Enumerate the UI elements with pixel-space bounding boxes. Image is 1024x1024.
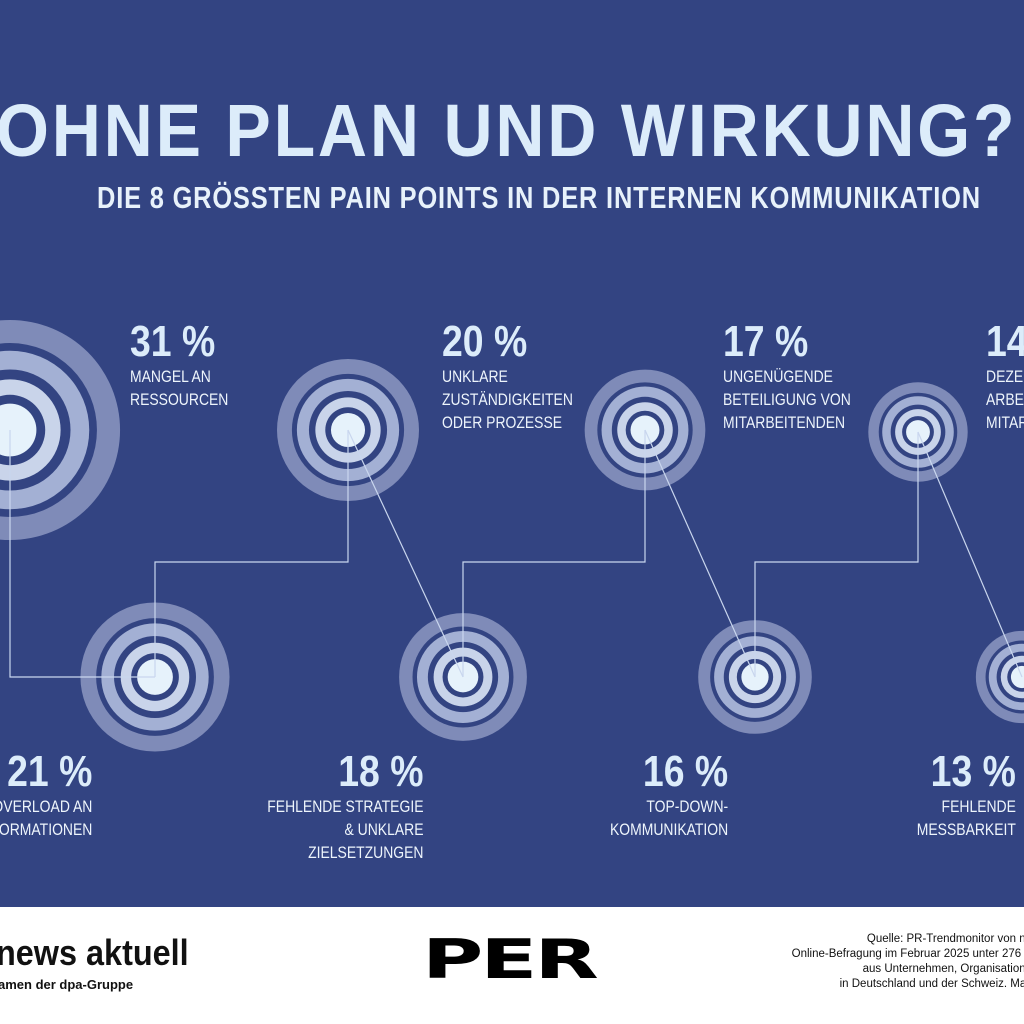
- pain-point-description: & UNKLARE: [343, 820, 423, 839]
- source-line: Online-Befragung im Februar 2025 unter 2…: [791, 948, 1024, 960]
- percentage-value: 16 %: [642, 747, 728, 796]
- source-line: aus Unternehmen, Organisatione: [862, 963, 1024, 975]
- pain-point-label: 13 % FEHLENDE MESSBARKEIT: [895, 750, 1016, 840]
- pain-point-description: INFORMATIONEN: [0, 820, 92, 839]
- connector-line: [9, 430, 155, 678]
- pain-point-label: 18 % FEHLENDE STRATEGIE & UNKLARE ZIELSETZU…: [233, 747, 423, 863]
- per-logo: PER: [422, 928, 599, 991]
- pain-point-description: UNKLARE: [442, 367, 508, 386]
- pain-point-label: 31 % MANGEL AN RESSOURCEN: [130, 320, 250, 410]
- pain-point-description: UNGENÜGENDE: [723, 367, 833, 386]
- pain-point-description: TOP-DOWN-: [646, 797, 728, 816]
- footer: [0, 907, 1024, 1024]
- connector-line: [644, 429, 756, 678]
- news-aktuell-logo: news aktuell: [0, 932, 189, 973]
- bubble-core: [1010, 665, 1024, 689]
- connector-line: [917, 431, 1023, 678]
- pain-point-description: FEHLENDE STRATEGIE: [266, 797, 423, 816]
- pain-point-description: MANGEL AN: [130, 367, 211, 386]
- pain-point-description: ZIELSETZUNGEN: [307, 843, 423, 862]
- pain-point-description: ODER PROZESSE: [442, 413, 563, 432]
- news-aktuell-tagline: amen der dpa-Gruppe: [0, 977, 134, 992]
- pain-point-description: FEHLENDE: [941, 797, 1016, 816]
- pain-point-description: MESSBARKEIT: [916, 820, 1016, 839]
- pain-point-label: 14DEZEN ARBEI MITAR: [986, 320, 1024, 433]
- pain-point-label: 16 % TOP-DOWN- KOMMUNIKATION: [584, 750, 728, 840]
- connector-line: [154, 430, 349, 677]
- page-title: OHNE PLAN UND WIRKUNG?: [0, 89, 1018, 172]
- pain-point-description: RESSOURCEN: [130, 390, 229, 409]
- percentage-value: 14: [986, 317, 1024, 366]
- pain-point-label: 20 % UNKLARE ZUSTÄNDIGKEITEN ODER PROZESSE: [442, 320, 602, 433]
- connector-line: [347, 429, 464, 678]
- source-note: Quelle: PR-Trendmonitor von ne Online-Be…: [792, 932, 1024, 992]
- percentage-value: 21 %: [6, 747, 93, 796]
- percentage-value: 13 %: [930, 747, 1016, 796]
- pain-point-description: MITAR: [986, 413, 1024, 432]
- bubble-chart: [0, 319, 1024, 752]
- connector-line: [462, 430, 646, 677]
- percentage-value: 17 %: [723, 317, 809, 366]
- source-line: in Deutschland und der Schweiz. Max: [839, 978, 1024, 990]
- pain-point-label: 17 % UNGENÜGENDE BETEILIGUNG VON MITARBEITE…: [723, 320, 879, 433]
- percentage-value: 31 %: [130, 317, 216, 366]
- source-line: Quelle: PR-Trendmonitor von ne: [866, 933, 1024, 945]
- infographic-panel: OHNE PLAN UND WIRKUNG? DIE 8 GRÖSSTEN PA…: [0, 0, 1024, 907]
- pain-point-description: DEZEN: [986, 367, 1024, 386]
- pain-point-description: BETEILIGUNG VON: [723, 390, 851, 409]
- pain-point-description: MITARBEITENDEN: [723, 413, 846, 432]
- percentage-value: 20 %: [442, 317, 528, 366]
- pain-point-description: ZUSTÄNDIGKEITEN: [442, 390, 573, 409]
- connector-line: [754, 432, 919, 677]
- pain-point-description: ARBEI: [986, 390, 1024, 409]
- subtitle-text: DIE 8 GRÖSSTEN PAIN POINTS IN DER INTERN…: [97, 180, 981, 215]
- pain-point-label: 21 %OVERLOAD AN INFORMATIONEN: [0, 750, 92, 840]
- pain-point-description: KOMMUNIKATION: [609, 820, 728, 839]
- percentage-value: 18 %: [337, 747, 423, 796]
- bubble-core: [0, 403, 37, 457]
- page-subtitle: DIE 8 GRÖSSTEN PAIN POINTS IN DER INTERN…: [0, 180, 1024, 216]
- pain-point-description: OVERLOAD AN: [0, 797, 92, 816]
